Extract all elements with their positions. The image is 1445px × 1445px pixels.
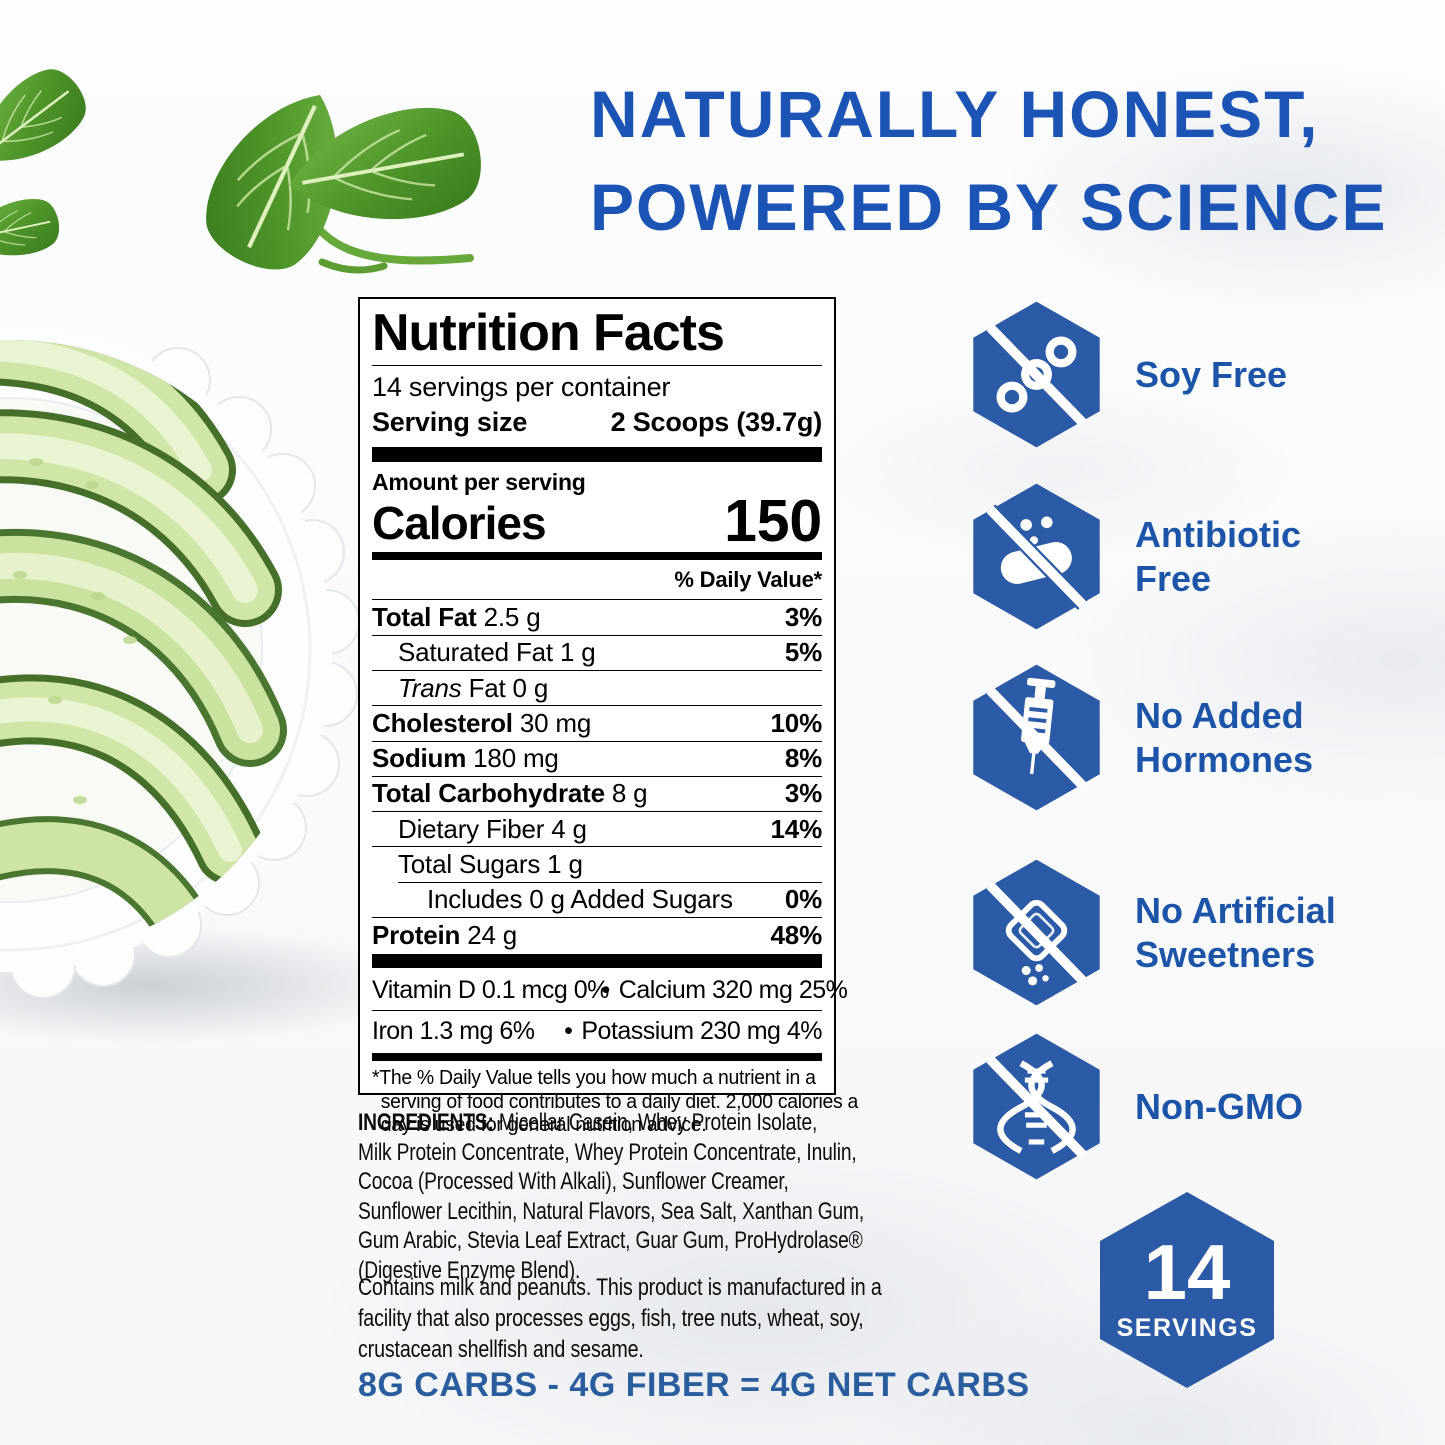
no-artificial-sweeteners-icon [973, 859, 1100, 1006]
badge-label: Soy Free [1135, 353, 1288, 395]
allergen-notice: Contains milk and peanuts. This product … [358, 1274, 882, 1363]
non-gmo-icon [973, 1033, 1100, 1180]
nutrient-row-trans-fat: Trans Fat 0 g [372, 670, 822, 705]
badge-antibiotic-free: Antibiotic Free [972, 482, 1336, 631]
nutrition-facts-title: Nutrition Facts [372, 305, 822, 367]
nutrient-row-saturated-fat: Saturated Fat 1 g 5% [372, 634, 822, 670]
badge-no-added-hormones: No Added Hormones [972, 663, 1336, 812]
bullet-separator: • [601, 975, 611, 1004]
soy-free-icon [973, 301, 1100, 448]
serving-size-label: Serving size [372, 407, 528, 438]
nutrient-row-cholesterol: Cholesterol 30 mg 10% [372, 705, 822, 740]
badge-non-gmo: Non-GMO [972, 1032, 1336, 1181]
no-added-hormones-icon [973, 664, 1100, 811]
headline-line-2: POWERED BY SCIENCE [590, 170, 1388, 244]
thick-divider [372, 552, 822, 561]
vitamin-row: Iron 1.3 mg 6% • Potassium 230 mg 4% [372, 1010, 822, 1051]
calories-label: Calories [372, 496, 547, 549]
headline: NATURALLY HONEST, POWERED BY SCIENCE [590, 68, 1388, 254]
badge-no-artificial-sweeteners: No Artificial Sweetners [972, 858, 1336, 1007]
thick-divider [372, 1053, 822, 1062]
thick-divider [372, 954, 822, 969]
nutrient-row-sodium: Sodium 180 mg 8% [372, 740, 822, 776]
calories-row: Calories 150 [372, 488, 822, 555]
badge-label: No Artificial Sweetners [1135, 889, 1336, 975]
nutrient-row-protein: Protein 24 g 48% [372, 917, 822, 952]
badge-label: Non-GMO [1135, 1085, 1303, 1127]
badge-soy-free: Soy Free [972, 300, 1336, 449]
basil-leaves-photo [0, 57, 489, 287]
nutrient-row-total-sugars: Total Sugars 1 g [372, 846, 822, 881]
cucumber-ribbons [0, 340, 287, 949]
ingredients-label: INGREDIENTS: [358, 1109, 494, 1136]
thick-divider [372, 447, 822, 463]
vitamin-row: Vitamin D 0.1 mcg 0% • Calcium 320 mg 25% [372, 975, 848, 1004]
nutrition-facts-label: Nutrition Facts 14 servings per containe… [358, 297, 858, 1136]
servings-label: SERVINGS [1116, 1314, 1258, 1343]
servings-per-container: 14 servings per container [372, 372, 671, 403]
net-carbs-statement: 8G CARBS - 4G FIBER = 4G NET CARBS [358, 1366, 1030, 1404]
nutrient-row-total-fat: Total Fat 2.5 g 3% [372, 599, 822, 634]
feature-badges: Soy Free Antibiotic Free [972, 300, 1336, 1181]
antibiotic-free-icon [973, 483, 1100, 630]
cucumber-bowl-photo [0, 328, 430, 1045]
daily-value-footnote: *The % Daily Value tells you how much a … [372, 1067, 858, 1137]
servings-number: 14 [1143, 1227, 1231, 1316]
serving-size-value: 2 Scoops (39.7g) [610, 407, 823, 438]
nutrient-row-added-sugars: Includes 0 g Added Sugars 0% [398, 881, 822, 917]
amount-per-serving-label: Amount per serving [372, 469, 586, 496]
headline-line-1: NATURALLY HONEST, [590, 77, 1320, 151]
bullet-separator: • [564, 1016, 573, 1045]
nutrient-row-dietary-fiber: Dietary Fiber 4 g 14% [372, 811, 822, 846]
serving-size-row: Serving size 2 Scoops (39.7g) [372, 403, 822, 447]
badge-label: Antibiotic Free [1135, 513, 1301, 599]
nutrient-row-total-carbohydrate: Total Carbohydrate 8 g 3% [372, 775, 822, 811]
daily-value-header: % Daily Value* [674, 567, 822, 593]
calories-value: 150 [724, 488, 822, 555]
ingredients-text: INGREDIENTS: Micellar Casein, Whey Prote… [358, 1109, 865, 1284]
badge-label: No Added Hormones [1135, 694, 1314, 780]
